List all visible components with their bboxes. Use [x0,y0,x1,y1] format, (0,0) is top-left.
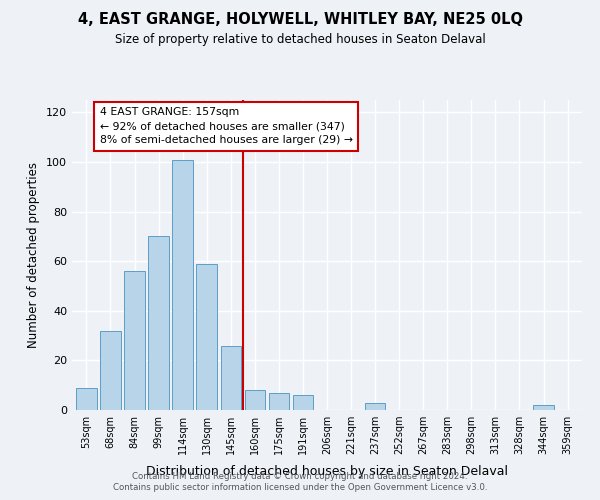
Bar [172,160,193,410]
Bar [100,330,121,410]
Bar [76,388,97,410]
Text: Contains HM Land Registry data © Crown copyright and database right 2024.: Contains HM Land Registry data © Crown c… [132,472,468,481]
Bar [245,390,265,410]
Bar [124,271,145,410]
Text: 4, EAST GRANGE, HOLYWELL, WHITLEY BAY, NE25 0LQ: 4, EAST GRANGE, HOLYWELL, WHITLEY BAY, N… [77,12,523,28]
Bar [221,346,241,410]
Bar [196,264,217,410]
Bar [533,405,554,410]
Y-axis label: Number of detached properties: Number of detached properties [28,162,40,348]
Text: Contains public sector information licensed under the Open Government Licence v3: Contains public sector information licen… [113,483,487,492]
Bar [293,395,313,410]
Text: Size of property relative to detached houses in Seaton Delaval: Size of property relative to detached ho… [115,32,485,46]
X-axis label: Distribution of detached houses by size in Seaton Delaval: Distribution of detached houses by size … [146,466,508,478]
Text: 4 EAST GRANGE: 157sqm
← 92% of detached houses are smaller (347)
8% of semi-deta: 4 EAST GRANGE: 157sqm ← 92% of detached … [100,108,353,146]
Bar [269,392,289,410]
Bar [365,402,385,410]
Bar [148,236,169,410]
